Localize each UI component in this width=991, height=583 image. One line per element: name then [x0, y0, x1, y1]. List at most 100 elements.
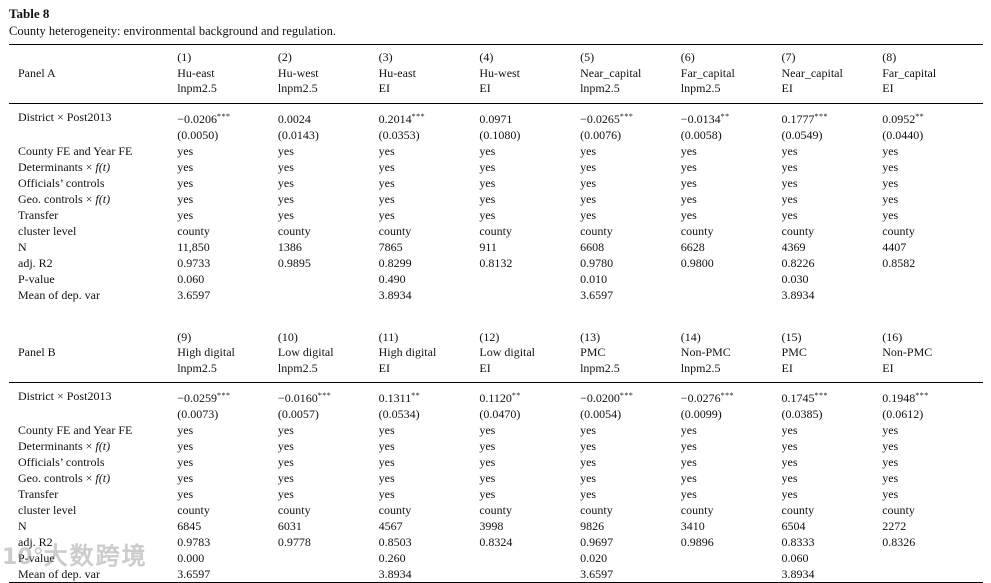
col-group: Hu-east [378, 65, 416, 80]
value-cell: yes [378, 487, 395, 501]
se-cell: (0.0440) [882, 127, 924, 142]
row-label-cell: Geo. controls × f(t) [9, 191, 177, 207]
coef-value: 0.1120 [479, 391, 512, 405]
table-row: P-value 0.060 0.490 0.010 0.030 [9, 271, 983, 287]
row-label-cell: County FE and Year FE [9, 422, 177, 438]
value-cell: 6504 [781, 519, 806, 533]
se-cell: (0.0054) [580, 407, 622, 421]
value-cell: 0.490 [378, 271, 406, 286]
coef-cell: 0.0952** [882, 103, 983, 127]
stderr-label-cell [9, 406, 177, 422]
coef-value: 0.1948 [882, 391, 916, 405]
value-cell: 0.020 [580, 551, 608, 565]
value-cell: yes [580, 439, 597, 453]
col-depvar: lnpm2.5 [277, 360, 318, 375]
value-cell: 3410 [680, 519, 705, 533]
value-cell: 6845 [177, 519, 202, 533]
value-cell: yes [680, 487, 697, 501]
significance-stars: *** [814, 391, 829, 400]
value-cell: county [177, 223, 210, 238]
value-cell: yes [378, 455, 395, 469]
value-cell: county [781, 503, 815, 517]
panel-name-cell: Panel B [9, 325, 177, 383]
column-header-cell: (16) Non-PMC EI [882, 325, 983, 383]
value-cell: yes [177, 471, 194, 485]
value-cell: county [781, 223, 815, 238]
panel-name-cell: Panel A [9, 45, 177, 104]
value-cell: 6628 [680, 239, 705, 254]
value-cell: 4567 [378, 519, 403, 533]
column-header-cell: (2) Hu-west lnpm2.5 [278, 45, 379, 104]
table-row: Geo. controls × f(t) yes yes yes yes yes yes ye… [9, 191, 983, 207]
table-row: Transfer yes yes yes yes yes yes yes yes [9, 207, 983, 223]
value-cell: 3.8934 [781, 287, 815, 302]
value-cell: 0.9733 [177, 255, 211, 270]
value-cell: yes [781, 455, 798, 469]
row-label: Determinants × [18, 439, 96, 453]
value-cell: 0.010 [580, 271, 608, 286]
col-depvar: EI [882, 360, 894, 375]
table-row: Officials’ controls yes yes yes yes yes yes yes… [9, 175, 983, 191]
value-cell: yes [277, 143, 294, 158]
regression-table: Panel A (1) Hu-east lnpm2.5 (2) Hu-west lnpm2.… [9, 44, 991, 583]
value-cell: yes [882, 455, 899, 469]
row-label-italic: f(t) [95, 471, 111, 485]
table-row: County FE and Year FE yes yes yes yes yes yes y… [9, 143, 983, 159]
header-row: Panel B (9) High digital lnpm2.5 (10) Low dig… [9, 325, 983, 383]
row-label: Mean of dep. var [18, 287, 100, 302]
value-cell: county [882, 223, 915, 238]
row-label-cell: Transfer [9, 207, 177, 223]
col-number: (8) [882, 50, 897, 64]
value-cell: yes [781, 191, 798, 206]
value-cell: 9826 [580, 519, 605, 533]
col-group: Non-PMC [680, 345, 731, 359]
se-cell: (0.0385) [781, 407, 823, 421]
value-cell: yes [781, 143, 798, 158]
column-header-cell: (6) Far_capital lnpm2.5 [681, 45, 782, 104]
se-cell: (0.0353) [378, 127, 420, 142]
row-label-cell: P-value [9, 550, 177, 566]
table-row: Geo. controls × f(t) yes yes yes yes yes yes ye… [9, 470, 983, 486]
value-cell: yes [580, 191, 597, 206]
row-label: Officials’ controls [18, 455, 105, 469]
value-cell: yes [580, 143, 597, 158]
value-cell: 0.9783 [177, 535, 211, 549]
value-cell: yes [177, 439, 194, 453]
value-cell: 911 [479, 239, 497, 254]
value-cell: yes [680, 191, 697, 206]
value-cell: yes [479, 159, 496, 174]
row-label: cluster level [18, 503, 77, 517]
value-cell: yes [781, 439, 798, 453]
col-number: (2) [277, 50, 292, 64]
value-cell: county [680, 503, 714, 517]
coef-value: 0.1745 [781, 391, 815, 405]
column-header-cell: (1) Hu-east lnpm2.5 [177, 45, 278, 104]
value-cell: yes [378, 143, 395, 158]
row-label-cell: Transfer [9, 486, 177, 502]
col-depvar: lnpm2.5 [580, 81, 620, 95]
value-cell: yes [580, 423, 597, 437]
value-cell: 3.6597 [580, 567, 614, 581]
value-cell: yes [680, 207, 697, 222]
col-depvar: EI [479, 81, 491, 95]
value-cell [882, 566, 983, 583]
coef-cell: −0.0206*** [177, 103, 278, 127]
value-cell: yes [680, 175, 697, 190]
row-label: County FE and Year FE [18, 143, 133, 158]
row-label-cell: P-value [9, 271, 177, 287]
stderr-row: (0.0073) (0.0057) (0.0534) (0.0470) (0.0054)… [9, 406, 983, 422]
value-cell: yes [177, 487, 194, 501]
value-cell: 7865 [378, 239, 403, 254]
coef-value: −0.0276 [680, 391, 721, 405]
value-cell: yes [479, 487, 496, 501]
table-row: Transfer yes yes yes yes yes yes yes yes [9, 486, 983, 502]
value-cell: yes [177, 455, 194, 469]
value-cell: yes [781, 207, 798, 222]
value-cell: yes [277, 455, 294, 469]
value-cell [681, 566, 782, 583]
row-label-italic: f(t) [95, 159, 111, 174]
value-cell: yes [378, 439, 395, 453]
value-cell: 0.8503 [378, 535, 412, 549]
value-cell: 0.8132 [479, 255, 513, 270]
table-label: Table 8 [9, 6, 50, 21]
